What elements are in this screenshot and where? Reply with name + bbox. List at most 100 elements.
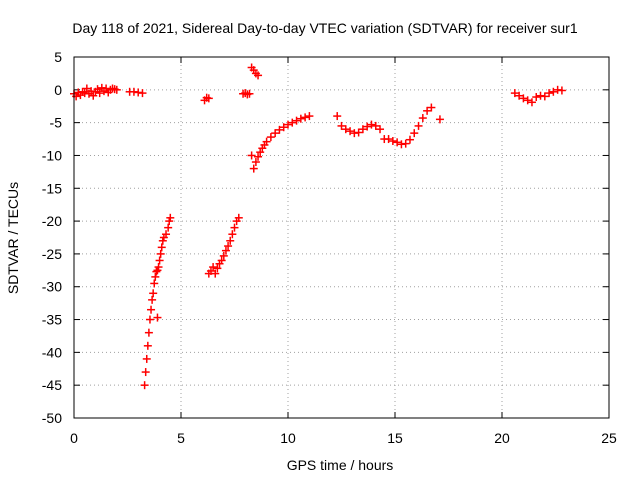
data-point — [557, 86, 566, 95]
y-tick-label: -35 — [42, 312, 62, 328]
data-point — [540, 92, 549, 101]
data-point — [254, 71, 263, 80]
data-point — [217, 256, 226, 265]
data-point — [156, 249, 165, 258]
y-tick-label: -15 — [42, 180, 62, 196]
y-tick-label: -30 — [42, 279, 62, 295]
data-point — [219, 251, 228, 260]
data-point — [363, 122, 372, 131]
data-point — [226, 236, 235, 245]
y-tick-label: -50 — [42, 410, 62, 426]
data-point — [532, 93, 541, 102]
data-point — [414, 121, 423, 130]
y-tick-label: 5 — [54, 49, 62, 65]
data-point — [209, 263, 218, 272]
data-point — [427, 103, 436, 112]
x-tick-label: 15 — [387, 430, 403, 446]
data-point — [234, 213, 243, 222]
data-point — [145, 315, 154, 324]
data-point — [279, 123, 288, 132]
x-axis-label: GPS time / hours — [287, 457, 394, 473]
data-point — [224, 242, 233, 251]
data-point — [152, 267, 161, 276]
data-point — [337, 121, 346, 130]
data-point — [140, 381, 149, 390]
x-tick-label: 25 — [601, 430, 617, 446]
data-point — [157, 243, 166, 252]
data-point — [401, 139, 410, 148]
data-point — [151, 272, 160, 281]
data-point — [410, 129, 419, 138]
y-axis-label: SDTVAR / TECUs — [5, 182, 21, 294]
data-point — [150, 279, 159, 288]
y-tick-label: -25 — [42, 246, 62, 262]
data-point — [418, 114, 427, 123]
y-tick-label: 0 — [54, 82, 62, 98]
data-point — [271, 129, 280, 138]
data-point — [545, 89, 554, 98]
x-tick-label: 10 — [280, 430, 296, 446]
data-point — [423, 106, 432, 115]
data-point — [164, 223, 173, 232]
x-tick-label: 20 — [494, 430, 510, 446]
data-point — [221, 246, 230, 255]
data-point — [251, 158, 260, 167]
data-point — [296, 114, 305, 123]
data-point — [112, 85, 121, 94]
x-tick-label: 0 — [70, 430, 78, 446]
data-point — [288, 118, 297, 127]
data-point — [147, 305, 156, 314]
data-point — [367, 120, 376, 129]
data-point — [154, 263, 163, 272]
data-point — [371, 121, 380, 130]
data-point — [354, 128, 363, 137]
data-point — [333, 112, 342, 121]
data-point — [388, 137, 397, 146]
data-point — [301, 113, 310, 122]
data-point — [142, 354, 151, 363]
data-point — [376, 125, 385, 134]
data-point — [166, 213, 175, 222]
data-point — [405, 135, 414, 144]
data-point — [155, 256, 164, 265]
data-point — [162, 230, 171, 239]
chart-title: Day 118 of 2021, Sidereal Day-to-day VTE… — [72, 20, 577, 36]
data-point — [527, 98, 536, 107]
data-points — [70, 63, 566, 390]
plot-frame — [73, 56, 610, 419]
y-tick-label: -5 — [50, 115, 63, 131]
data-point — [305, 112, 314, 121]
data-point — [143, 341, 152, 350]
data-point — [266, 133, 275, 142]
data-point — [435, 115, 444, 124]
data-point — [519, 94, 528, 103]
data-point — [254, 152, 263, 161]
data-point — [275, 125, 284, 134]
data-point — [245, 89, 254, 98]
data-point — [523, 96, 532, 105]
data-point — [211, 269, 220, 278]
data-point — [138, 89, 147, 98]
data-point — [346, 127, 355, 136]
data-point — [341, 125, 350, 134]
data-point — [249, 164, 258, 173]
data-point — [213, 264, 222, 273]
data-point — [393, 138, 402, 147]
data-point — [95, 89, 104, 98]
data-point — [149, 289, 158, 298]
data-point — [510, 89, 519, 98]
data-point — [148, 295, 157, 304]
data-point — [228, 230, 237, 239]
data-point — [141, 368, 150, 377]
y-tick-label: -45 — [42, 377, 62, 393]
data-point — [82, 84, 91, 93]
grid — [74, 57, 609, 418]
data-point — [284, 120, 292, 129]
data-point — [144, 328, 153, 337]
data-point — [515, 91, 524, 100]
y-tick-label: -40 — [42, 344, 62, 360]
data-point — [204, 94, 213, 103]
data-point — [230, 223, 239, 232]
data-point — [262, 137, 271, 146]
